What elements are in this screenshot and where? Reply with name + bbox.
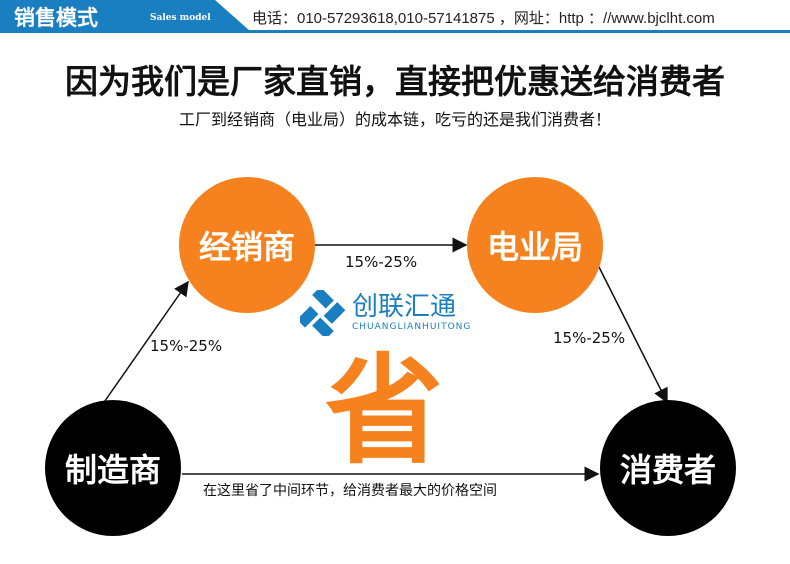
- arrow-bureau-consumer: [597, 264, 668, 404]
- banner-title: 销售模式: [14, 5, 98, 30]
- banner-subtitle: Sales model: [150, 13, 211, 23]
- node-consumer: 消费者: [600, 400, 736, 536]
- margin-label-1: 15%-25%: [150, 337, 223, 355]
- watermark-logo: 创联汇通 CHUANGLIANHUITONG: [300, 290, 471, 336]
- header-banner: [0, 0, 250, 31]
- node-manufacturer: 制造商: [45, 400, 181, 536]
- logo-icon: [300, 290, 346, 336]
- contact-info: 电话：010-57293618,010-57141875 ，网址：http ：/…: [252, 10, 715, 27]
- margin-label-2: 15%-25%: [345, 253, 418, 271]
- logo-name: 创联汇通: [352, 292, 457, 323]
- headline: 因为我们是厂家直销，直接把优惠送给消费者: [65, 62, 725, 101]
- header-line: [0, 30, 790, 33]
- margin-label-3: 15%-25%: [553, 329, 626, 347]
- node-power-bureau: 电业局: [467, 177, 603, 313]
- arrow-manufacturer-dealer: [99, 280, 189, 409]
- node-dealer: 经销商: [179, 177, 315, 313]
- logo-pinyin: CHUANGLIANHUITONG: [352, 321, 472, 332]
- save-character: 省: [325, 342, 444, 480]
- direct-note: 在这里省了中间环节，给消费者最大的价格空间: [203, 483, 497, 499]
- subheadline: 工厂到经销商（电业局）的成本链，吃亏的还是我们消费者！: [178, 110, 611, 129]
